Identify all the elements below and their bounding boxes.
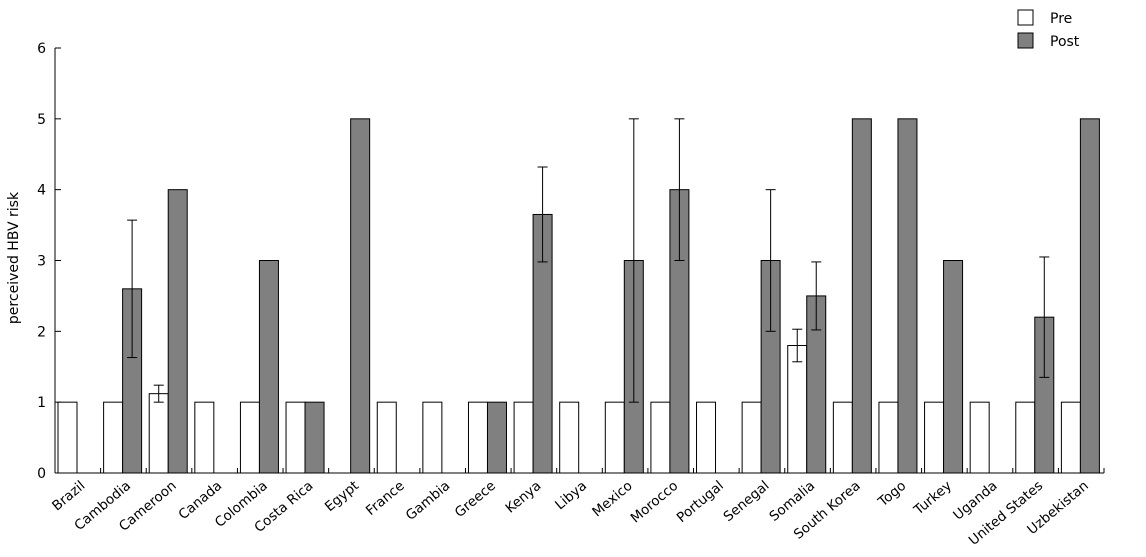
bar-post-south-korea bbox=[851, 118, 872, 474]
x-tick-label: Egypt bbox=[322, 478, 362, 515]
bar-pre-senegal bbox=[741, 401, 762, 474]
legend-label-pre: Pre bbox=[1050, 11, 1072, 27]
bar-post-costa-rica bbox=[304, 401, 325, 474]
x-tick-label: France bbox=[363, 478, 408, 519]
bar-pre-uzbekistan bbox=[1060, 401, 1081, 474]
x-tick-label: Brazil bbox=[49, 478, 88, 514]
bar-post-greece bbox=[486, 401, 507, 474]
bar-pre-somalia bbox=[787, 345, 808, 474]
x-tick-label: Greece bbox=[452, 478, 499, 521]
legend: Pre Post bbox=[1017, 9, 1080, 50]
x-tick-label: Senegal bbox=[721, 478, 773, 525]
y-tick-label: 4 bbox=[37, 183, 46, 199]
x-tick-label: Portugal bbox=[674, 478, 727, 526]
bar-pre-portugal bbox=[696, 401, 717, 474]
bar-post-togo bbox=[897, 118, 918, 474]
x-axis: BrazilCambodiaCameroonCanadaColombiaCost… bbox=[49, 468, 1105, 549]
bar-post-egypt bbox=[350, 118, 371, 474]
bar-pre-brazil bbox=[57, 401, 78, 474]
error-bar-pre-somalia bbox=[792, 328, 803, 363]
error-bar-post-morocco bbox=[674, 118, 685, 261]
bar-pre-uganda bbox=[969, 401, 990, 474]
bar-post-uzbekistan bbox=[1079, 118, 1100, 474]
bar-pre-colombia bbox=[239, 401, 260, 474]
error-bars bbox=[127, 118, 1050, 403]
bar-pre-france bbox=[376, 401, 397, 474]
y-tick-label: 2 bbox=[37, 324, 46, 340]
error-bar-post-cambodia bbox=[127, 219, 138, 359]
y-tick-label: 6 bbox=[37, 41, 46, 57]
y-tick-label: 5 bbox=[37, 112, 46, 128]
bar-pre-costa-rica bbox=[285, 401, 306, 474]
y-tick-label: 1 bbox=[37, 395, 46, 411]
bar-pre-mexico bbox=[604, 401, 625, 474]
x-tick-label: Kenya bbox=[503, 478, 545, 517]
y-axis-label: perceived HBV risk bbox=[6, 191, 22, 324]
x-tick-label: Morocco bbox=[628, 478, 682, 527]
error-bar-post-senegal bbox=[765, 189, 776, 332]
error-bar-post-united-states bbox=[1039, 256, 1050, 378]
error-bar-post-mexico bbox=[628, 118, 639, 403]
bar-pre-cambodia bbox=[103, 401, 124, 474]
error-bar-pre-cameroon bbox=[153, 384, 164, 403]
bar-post-cameroon bbox=[167, 189, 188, 474]
bar-pre-south-korea bbox=[832, 401, 853, 474]
error-bar-post-somalia bbox=[811, 261, 822, 331]
bar-pre-greece bbox=[467, 401, 488, 474]
bar-post-turkey bbox=[943, 260, 964, 474]
bar-pre-united-states bbox=[1015, 401, 1036, 474]
legend-swatch-post bbox=[1017, 32, 1034, 49]
y-tick-label: 3 bbox=[37, 254, 46, 270]
y-axis: 0 1 2 3 4 5 6 bbox=[37, 41, 61, 482]
legend-swatch-pre bbox=[1017, 9, 1034, 26]
x-tick-label: Libya bbox=[552, 478, 590, 513]
bar-pre-cameroon bbox=[148, 393, 169, 474]
bar-pre-gambia bbox=[422, 401, 443, 474]
bar-pre-morocco bbox=[650, 401, 671, 474]
bar-pre-libya bbox=[559, 401, 580, 474]
bars bbox=[57, 118, 1100, 474]
y-tick-label: 0 bbox=[37, 466, 46, 482]
error-bar-post-kenya bbox=[537, 166, 548, 263]
legend-label-post: Post bbox=[1050, 34, 1080, 50]
x-tick-label: Gambia bbox=[403, 478, 453, 524]
bar-post-colombia bbox=[258, 260, 279, 474]
x-tick-label: Turkey bbox=[910, 478, 955, 519]
bar-pre-kenya bbox=[513, 401, 534, 474]
bar-pre-canada bbox=[194, 401, 215, 474]
bar-pre-togo bbox=[878, 401, 899, 474]
x-tick-label: Togo bbox=[874, 478, 909, 511]
bar-pre-turkey bbox=[924, 401, 945, 474]
